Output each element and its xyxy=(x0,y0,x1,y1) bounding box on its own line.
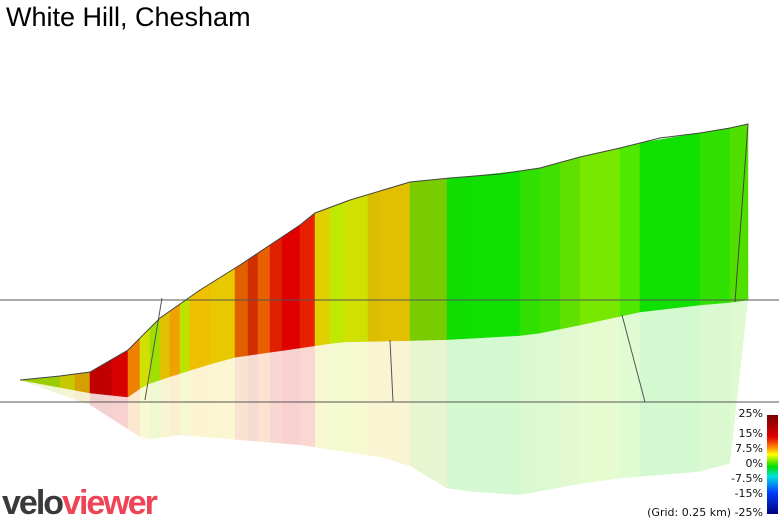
gradient-segment xyxy=(519,167,541,336)
reflection-segment xyxy=(330,341,345,452)
legend-label: -25% xyxy=(734,506,763,519)
grid-line xyxy=(389,339,394,403)
grid-line xyxy=(621,314,646,403)
reflection-segment xyxy=(160,376,170,438)
reflection-segment xyxy=(180,370,190,436)
profile-reflection xyxy=(20,300,748,495)
reflection-segment xyxy=(368,341,380,457)
reflection-segment xyxy=(700,302,730,472)
reflection-segment xyxy=(447,338,470,492)
gradient-segment xyxy=(74,371,91,394)
reflection-segment xyxy=(580,316,620,484)
gradient-segment xyxy=(169,303,181,378)
logo-text-velo: velo xyxy=(2,484,64,522)
reflection-segment xyxy=(20,380,60,395)
legend-grid-row: (Grid: 0.25 km) -25% xyxy=(647,506,763,519)
gradient-segment xyxy=(247,252,259,356)
reflection-segment xyxy=(140,383,150,440)
reflection-segment xyxy=(315,343,330,450)
reflection-segment xyxy=(410,339,447,489)
gradient-segment xyxy=(281,224,301,351)
reflection-segment xyxy=(248,354,258,442)
gradient-segment xyxy=(209,267,236,365)
gradient-segment xyxy=(159,310,171,381)
reflection-segment xyxy=(128,388,140,437)
reflection-segment xyxy=(300,345,315,448)
reflection-segment xyxy=(270,350,282,444)
gradient-segment xyxy=(89,358,113,396)
gradient-segment xyxy=(329,201,346,344)
reflection-segment xyxy=(560,325,580,488)
reflection-segment xyxy=(190,364,210,438)
page-title: White Hill, Chesham xyxy=(6,2,251,32)
grid-scale-label: (Grid: 0.25 km) xyxy=(647,506,732,519)
reflection-segment xyxy=(210,357,235,440)
reflection-segment xyxy=(235,355,248,441)
reflection-segment xyxy=(345,341,368,456)
legend-label: 7.5% xyxy=(735,442,763,455)
legend-label: 15% xyxy=(738,427,763,440)
reflection-segment xyxy=(75,390,90,405)
gradient-segment xyxy=(111,349,129,398)
gradient-segment xyxy=(619,142,641,317)
gradient-segment xyxy=(446,176,471,340)
gradient-segment xyxy=(579,147,621,326)
gradient-segment xyxy=(539,162,561,334)
gradient-segment xyxy=(409,178,448,341)
profile-top-outline xyxy=(19,123,749,381)
legend-label: 25% xyxy=(738,407,763,420)
gradient-segment xyxy=(379,181,411,342)
gradient-segment xyxy=(189,283,211,371)
grid-lines xyxy=(0,297,779,403)
legend-label: -15% xyxy=(734,487,763,500)
gradient-segment xyxy=(699,127,731,306)
reflection-segment xyxy=(730,300,748,464)
reflection-segment xyxy=(640,305,700,477)
legend-label: -7.5% xyxy=(731,472,763,485)
gradient-segment xyxy=(59,373,76,391)
reflection-segment xyxy=(620,312,640,479)
profile-front-face xyxy=(19,123,749,398)
gradient-segment xyxy=(639,132,701,313)
gradient-segment xyxy=(344,194,369,343)
reflection-segment xyxy=(520,333,540,495)
reflection-segment xyxy=(170,373,180,437)
reflection-segment xyxy=(380,340,410,466)
reflection-segment xyxy=(470,335,520,495)
reflection-segment xyxy=(90,393,112,419)
gradient-legend-bar xyxy=(767,415,778,514)
reflection-segment xyxy=(60,387,75,400)
reflection-segment xyxy=(150,380,160,440)
grid-line xyxy=(144,297,163,401)
gradient-segment xyxy=(469,170,521,339)
veloviewer-logo[interactable]: veloviewer xyxy=(2,484,158,522)
reflection-segment xyxy=(258,352,270,443)
gradient-segment xyxy=(179,296,191,374)
gradient-segment xyxy=(367,190,381,342)
gradient-segment xyxy=(149,317,161,384)
gradient-segment xyxy=(314,207,331,347)
reflection-segment xyxy=(112,395,128,430)
reflection-segment xyxy=(540,329,560,492)
logo-text-viewer: viewer xyxy=(62,484,158,522)
reflection-segment xyxy=(282,348,300,445)
legend-label: 0% xyxy=(745,457,763,470)
gradient-segment xyxy=(234,259,249,358)
gradient-segment xyxy=(559,156,581,330)
gradient-segment xyxy=(729,123,749,303)
gradient-segment xyxy=(269,236,283,353)
gradient-segment xyxy=(127,337,141,398)
gradient-segment xyxy=(299,212,316,349)
